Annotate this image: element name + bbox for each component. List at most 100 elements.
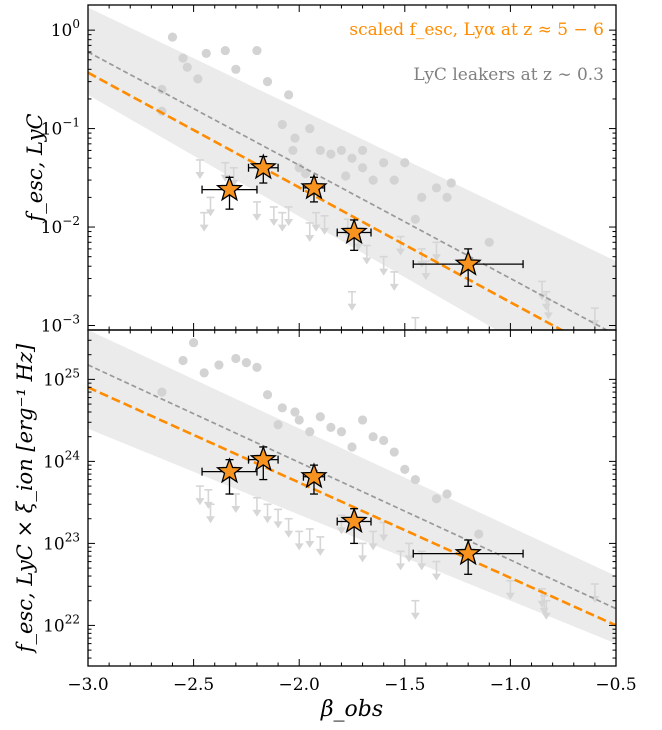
star-data-point — [300, 173, 328, 203]
leaker-upper-limit — [294, 530, 304, 551]
leaker-upper-limit — [320, 215, 330, 235]
x-tick-label: −1.0 — [490, 675, 531, 695]
limit-arrowhead — [389, 283, 399, 291]
leaker-point — [410, 474, 420, 485]
limit-arrowhead — [505, 592, 515, 600]
limit-arrowhead — [252, 509, 262, 517]
leaker-point — [193, 74, 203, 84]
y-tick-label: 1024 — [43, 448, 80, 472]
leaker-upper-limit — [362, 244, 372, 265]
leaker-point — [214, 360, 224, 370]
limit-arrowhead — [320, 227, 330, 235]
leaker-point — [157, 84, 167, 95]
leaker-point — [341, 171, 351, 181]
y-tick-label: 1025 — [43, 366, 80, 390]
star-data-point — [300, 462, 328, 495]
legend-entry: LyC leakers at z ∼ 0.3 — [413, 65, 604, 85]
leaker-upper-limit — [410, 599, 420, 620]
y-tick-label: 10−1 — [41, 116, 80, 140]
limit-arrowhead — [347, 303, 357, 311]
limit-arrowhead — [336, 527, 346, 535]
star-data-point — [336, 507, 372, 545]
y-tick-label: 10−2 — [41, 214, 80, 238]
limit-arrowhead — [284, 218, 294, 226]
leaker-point — [484, 237, 494, 247]
x-tick-label: −0.5 — [595, 675, 636, 695]
leaker-upper-limit — [195, 159, 205, 179]
leaker-point — [300, 168, 311, 179]
limit-arrowhead — [537, 293, 547, 301]
leaker-point — [431, 183, 442, 193]
limit-arrowhead — [305, 234, 315, 242]
scaled-fit-line — [88, 71, 565, 330]
leaker-upper-limit — [368, 530, 378, 551]
leaker-point — [241, 358, 251, 368]
limit-arrowhead — [368, 543, 378, 551]
leaker-point — [201, 48, 211, 59]
limit-arrowhead — [195, 171, 205, 179]
x-axis — [87, 5, 617, 330]
leaker-point — [410, 214, 420, 224]
leaker-upper-limit — [263, 503, 273, 524]
leaker-upper-limit — [284, 517, 294, 538]
limit-arrowhead — [195, 498, 205, 506]
y-tick-base: 10 — [43, 370, 65, 390]
leaker-point — [315, 145, 325, 156]
leaker-upper-limit — [315, 536, 325, 556]
y-tick-base: 10 — [43, 616, 65, 636]
leaker-upper-limit — [277, 211, 287, 232]
y-tick-exponent: 24 — [65, 448, 81, 462]
y-tick-label: 100 — [51, 17, 80, 41]
y-axis-title: f_esc, LyC × ξ_ion [erg⁻¹ Hz] — [13, 343, 37, 654]
leaker-upper-limit — [541, 599, 551, 620]
leaker-point — [178, 355, 188, 366]
leaker-point — [357, 415, 368, 425]
x-tick-label: −2.0 — [279, 675, 320, 695]
limit-arrowhead — [396, 563, 406, 571]
leaker-point — [273, 420, 283, 430]
y-tick-base: 10 — [51, 21, 73, 41]
leaker-point — [417, 192, 427, 203]
y-tick-base: 10 — [41, 120, 63, 140]
limit-arrowhead — [205, 209, 215, 217]
limit-arrowhead — [269, 218, 279, 226]
y-axis-title: f_esc, LyC — [23, 113, 47, 223]
leaker-upper-limit — [347, 290, 357, 311]
star-marker — [340, 507, 368, 534]
limit-arrowhead — [543, 312, 553, 320]
leaker-point — [199, 368, 209, 378]
leaker-point — [277, 119, 287, 130]
leaker-upper-limit — [410, 316, 420, 330]
leaker-point — [290, 133, 300, 143]
x-axis: −3.0 −2.5 −2.0 −1.5 −1.0 −0.5 — [67, 330, 637, 695]
x-tick-label: −3.0 — [67, 675, 108, 695]
limit-arrowhead — [305, 540, 315, 548]
limit-arrowhead — [379, 268, 389, 276]
leaker-upper-limit — [311, 211, 321, 232]
star-marker — [249, 445, 277, 472]
limit-arrowhead — [541, 612, 551, 620]
star-data-point — [336, 218, 372, 251]
leaker-point — [294, 163, 304, 173]
leaker-upper-limit — [199, 211, 209, 232]
y-tick-exponent: −1 — [62, 116, 80, 130]
x-tick-label: −2.5 — [173, 675, 214, 695]
star-data-point — [201, 457, 258, 495]
leaker-upper-limit — [379, 255, 389, 276]
limit-arrowhead — [362, 257, 372, 265]
leaker-point — [305, 123, 315, 134]
limit-arrowhead — [315, 548, 325, 556]
leaker-upper-limit — [431, 241, 441, 262]
limit-arrowhead — [199, 224, 209, 232]
plot-area — [88, 7, 616, 330]
axes-frame — [87, 329, 617, 667]
star-marker — [454, 249, 482, 276]
limit-arrowhead — [263, 516, 273, 524]
y-tick-exponent: 0 — [72, 17, 80, 31]
y-tick-base: 10 — [43, 534, 65, 554]
leaker-point — [326, 422, 336, 432]
y-tick-base: 10 — [41, 316, 63, 336]
